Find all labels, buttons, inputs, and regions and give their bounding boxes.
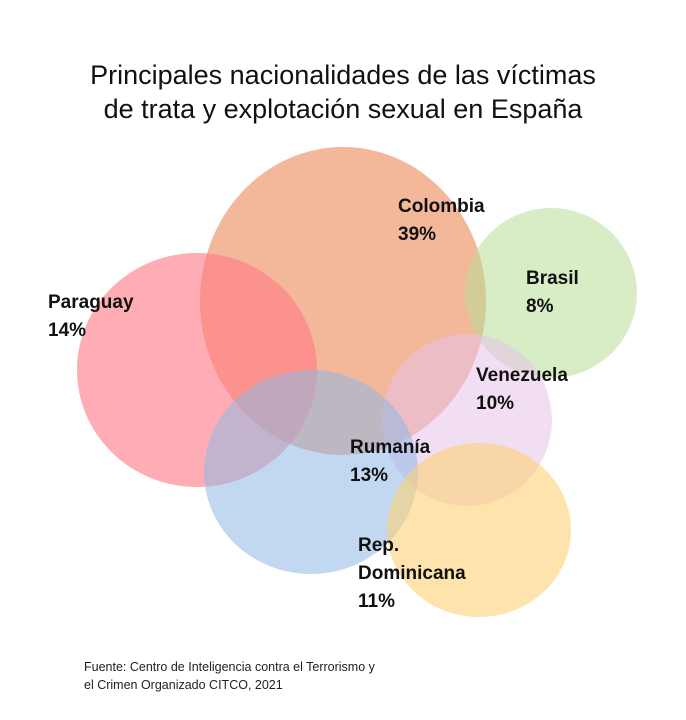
source-note: Fuente: Centro de Inteligencia contra el… — [84, 660, 375, 692]
chart-title: Principales nacionalidades de las víctim… — [0, 58, 686, 126]
bubble-brasil — [465, 208, 637, 378]
label-brasil: Brasil 8% — [526, 268, 579, 317]
label-rep-dominicana: Rep. Dominicana 11% — [358, 535, 466, 612]
chart-title-line-1: Principales nacionalidades de las víctim… — [90, 60, 596, 90]
label-rumania: Rumanía 13% — [350, 437, 431, 486]
label-paraguay: Paraguay 14% — [48, 292, 134, 341]
bubble-rep-dominicana — [387, 443, 571, 617]
chart-title-line-2: de trata y explotación sexual en España — [103, 94, 583, 124]
label-colombia: Colombia 39% — [398, 196, 485, 245]
label-venezuela: Venezuela 10% — [476, 365, 568, 414]
bubble-rumania — [204, 370, 418, 574]
